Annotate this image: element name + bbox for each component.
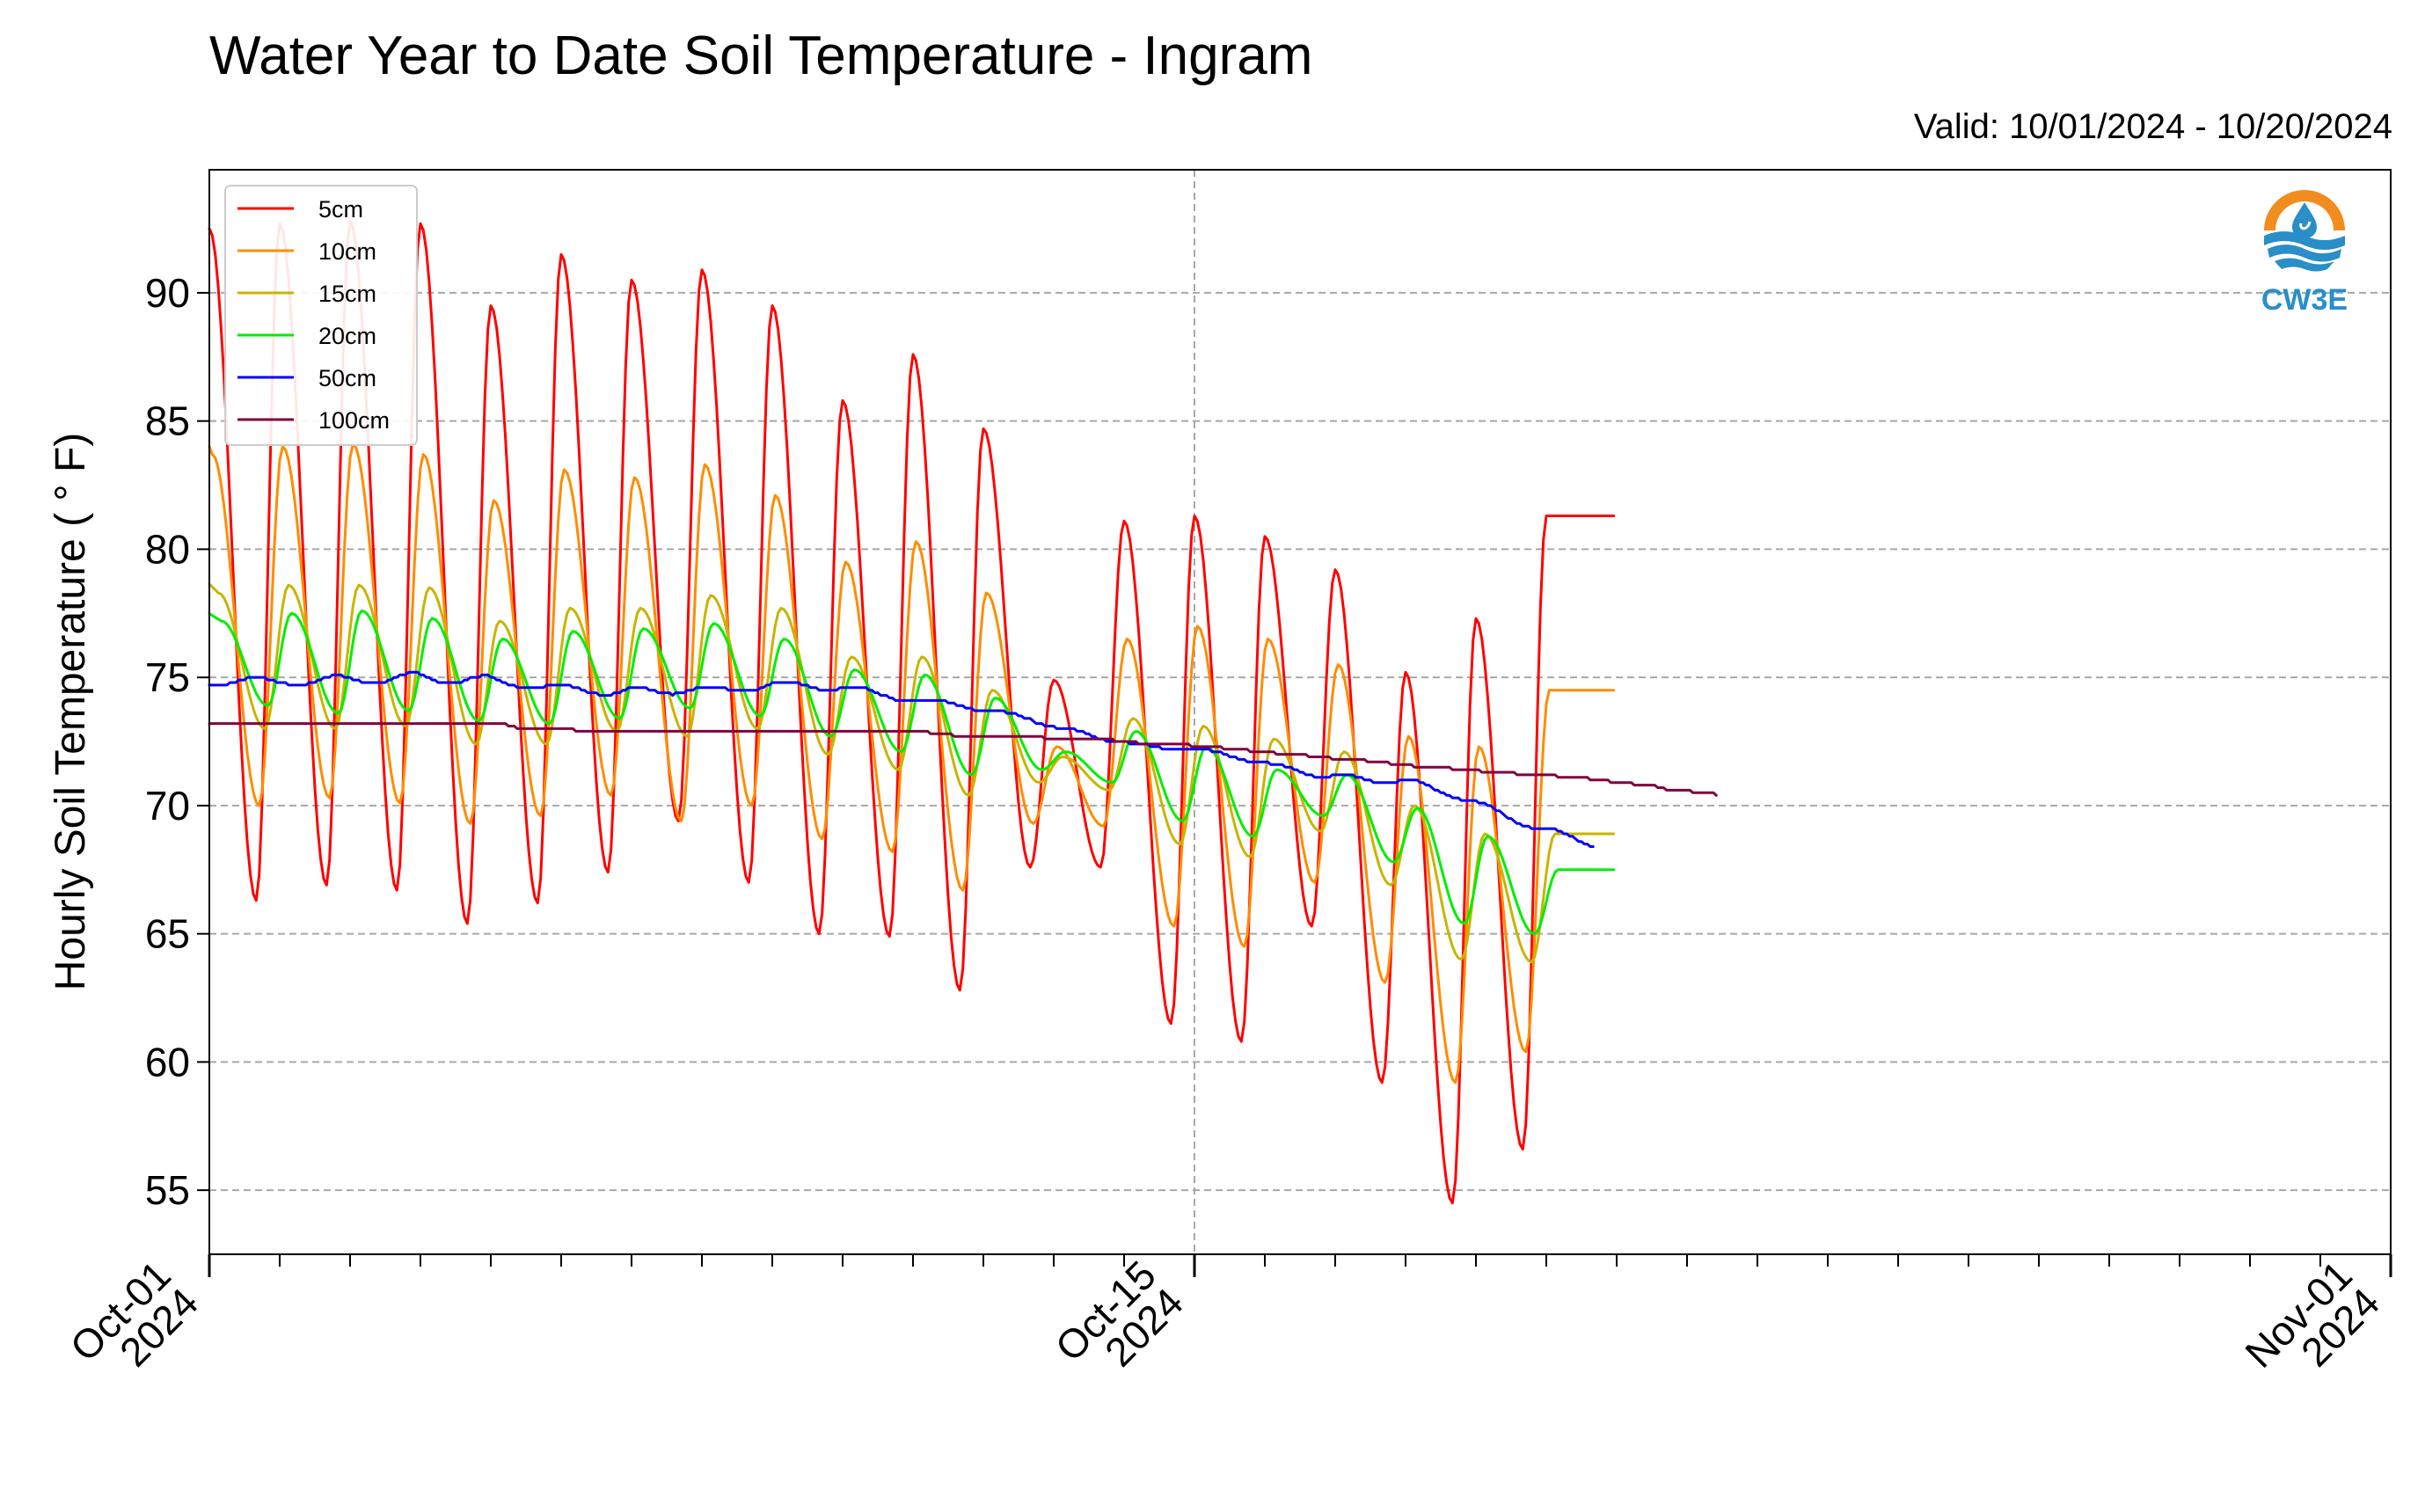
logo-wave-2 — [2268, 245, 2341, 262]
legend-items: 5cm 10cm 15cm 20cm 50cm 100cm — [237, 196, 390, 434]
series-line-10cm — [208, 442, 1616, 1085]
cw3e-logo: CW3E — [2261, 190, 2348, 317]
y-tick-label: 70 — [145, 783, 190, 829]
valid-date-range: Valid: 10/01/2024 - 10/20/2024 — [1913, 107, 2392, 146]
series-line-15cm — [208, 582, 1616, 964]
chart-title: Water Year to Date Soil Temperature - In… — [209, 26, 1313, 86]
legend-label-15cm: 15cm — [318, 281, 376, 307]
y-tick-label: 80 — [145, 526, 190, 572]
legend-label-100cm: 100cm — [318, 407, 390, 434]
y-tick-label: 55 — [145, 1167, 190, 1213]
legend-label-50cm: 50cm — [318, 365, 376, 391]
plot-area-background — [209, 170, 2391, 1254]
y-tick-label: 85 — [145, 398, 190, 444]
drop-icon — [2292, 202, 2317, 238]
legend-label-20cm: 20cm — [318, 323, 376, 349]
y-axis-label: Hourly Soil Temperature ( ° F) — [47, 433, 94, 991]
logo-text: CW3E — [2261, 283, 2348, 317]
plot-area-frame — [208, 169, 2392, 1255]
series-line-100cm — [208, 722, 1718, 797]
legend-label-5cm: 5cm — [318, 196, 363, 223]
logo-drop-swirl — [2299, 221, 2312, 230]
series-lines — [208, 219, 1718, 1205]
y-tick-label: 60 — [145, 1039, 190, 1085]
legend-label-10cm: 10cm — [318, 238, 376, 265]
logo-wave-3 — [2275, 258, 2334, 272]
series-line-50cm — [208, 670, 1595, 848]
legend: 5cm 10cm 15cm 20cm 50cm 100cm — [224, 185, 418, 446]
logo-wave-1 — [2264, 231, 2345, 250]
y-tick-label: 65 — [145, 911, 190, 957]
legend-frame — [224, 185, 418, 446]
y-axis-ticks: 55 60 65 70 75 80 85 90 — [145, 270, 209, 1213]
series-line-5cm — [208, 219, 1616, 1205]
y-tick-label: 90 — [145, 270, 190, 316]
y-tick-label: 75 — [145, 654, 190, 700]
series-line-20cm — [208, 609, 1616, 936]
